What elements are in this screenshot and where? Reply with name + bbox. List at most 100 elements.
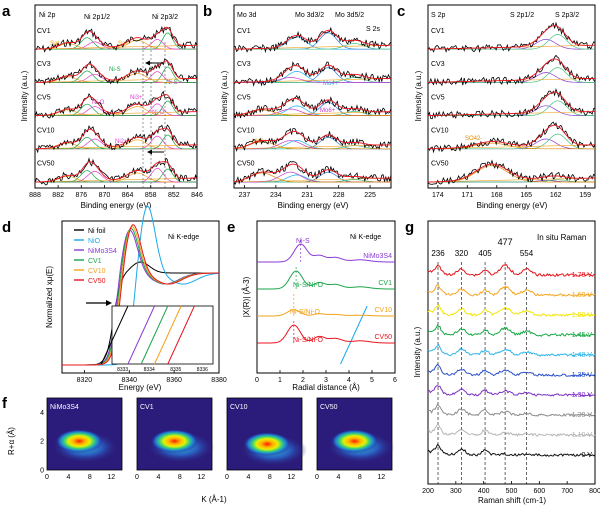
a-curves-comp-2-5 — [35, 100, 197, 116]
c-curves-comp-4-2 — [428, 165, 595, 183]
a-curves-bg-3 — [34, 144, 198, 150]
panel-a-xlabel: Binding energy (eV) — [81, 201, 152, 210]
a-ticks-tick-label-5: 858 — [145, 192, 157, 199]
panel-b-xticks: 237 234 231 228 225 — [239, 185, 376, 199]
b-curves-raw-0 — [233, 26, 392, 54]
a-curves-envelope-0 — [35, 26, 197, 50]
panel-g-curve-7 — [428, 403, 596, 417]
panel-b-mo6: Mo6+ — [320, 108, 336, 114]
panel-c-xlabel: Binding energy (eV) — [477, 201, 548, 210]
panel-letter-c: c — [397, 3, 405, 20]
panel-g-curve-2 — [427, 304, 596, 317]
panel-d-legend-label-3: CV1 — [88, 258, 102, 265]
c-curves-sample-label-0: CV1 — [431, 28, 445, 35]
panel-g-potential-label-1: 1.60 V — [572, 292, 593, 299]
panel-a-ni3: Ni3+ — [130, 95, 143, 101]
panel-d: d Ni K-edge Ni foil NiO NiMo3S4 CV1 CV10 CV50… — [2, 205, 368, 392]
c-curves-comp-1-1 — [428, 67, 595, 83]
a-curves-bg-4 — [34, 177, 198, 183]
panel-f-xtick-3-3: 12 — [377, 474, 385, 481]
a-curves-sample-label-4: CV50 — [37, 161, 55, 168]
c-ticks-tick-label-5: 159 — [579, 192, 591, 199]
panel-e-nisnio-1: Ni-S/Ni-O — [293, 282, 323, 289]
a-ticks-tick-label-4: 864 — [122, 192, 134, 199]
panel-f-hotspot-2 — [243, 432, 292, 457]
panel-f-map-label-1: CV1 — [140, 404, 154, 411]
panel-e-nis: Ni-S — [296, 238, 310, 245]
a-curves-bg-2 — [34, 111, 198, 116]
panel-e-curve-2 — [257, 309, 395, 317]
panel-e-tick-label-1: 1 — [278, 377, 282, 384]
c-curves-comp-4-1 — [428, 179, 595, 183]
panel-e: e Ni K-edge Ni-S Ni-S/Ni-O Ni-S/Ni-O Ni-… — [227, 219, 397, 392]
panel-e-curve-1 — [257, 270, 395, 290]
a-curves-envelope-2 — [35, 94, 197, 117]
b-curves-sample-label-1: CV3 — [237, 61, 251, 68]
c-curves-comp-2-0 — [428, 105, 595, 116]
panel-g-potential-label-6: 1.30 V — [572, 392, 593, 399]
panel-letter-b: b — [203, 3, 212, 20]
panel-g-tick-label-2: 400 — [478, 488, 490, 495]
panel-g-potential-label-3: 1.45 V — [572, 332, 593, 339]
a-ticks-tick-label-3: 870 — [99, 192, 111, 199]
panel-d-legend-label-5: CV50 — [88, 278, 106, 285]
panel-letter-g: g — [405, 219, 414, 236]
panel-c-sample-labels: CV1 CV3 CV5 CV10 CV50 — [431, 28, 449, 168]
b-curves-raw-4 — [233, 161, 392, 185]
panel-g-curve-1 — [427, 284, 596, 297]
panel-e-curves — [257, 240, 395, 344]
panel-a-sample-labels: CV1 CV3 CV5 CV10 CV50 — [37, 28, 55, 168]
b-ticks-tick-label-1: 234 — [270, 192, 282, 199]
b-curves-comp-3-4 — [233, 141, 391, 150]
panel-f-map-label-0: NiMo3S4 — [50, 404, 79, 411]
panel-a-ni2p12: Ni 2p1/2 — [84, 14, 110, 21]
b-curves-raw-3 — [233, 128, 392, 153]
a-ticks-tick-label-0: 888 — [29, 192, 41, 199]
panel-d-inset-tick-label-2: 8335 — [170, 367, 181, 373]
panel-a-arrow-head-2 — [147, 149, 152, 155]
a-curves-bg-1 — [34, 78, 198, 83]
panel-d-curves — [62, 205, 220, 366]
panel-g-curve-9 — [427, 443, 596, 457]
panel-c-ylabel: Intensity (a.u.) — [414, 70, 423, 121]
panel-f-xtick-1-3: 12 — [197, 474, 205, 481]
b-curves-envelope-3 — [233, 130, 391, 149]
panel-d-ylabel: Normalized xμ(E) — [45, 266, 54, 328]
a-curves-raw-2 — [34, 90, 198, 119]
panel-d-curve-5 — [62, 224, 219, 366]
panel-a-sat1: Sat. — [50, 41, 61, 47]
b-ticks-tick-label-3: 228 — [333, 192, 345, 199]
panel-a-curves — [34, 25, 198, 186]
c-curves-sample-label-1: CV3 — [431, 61, 445, 68]
panel-c-frame — [427, 4, 596, 189]
panel-f-xtick-1-2: 8 — [178, 474, 182, 481]
panel-g-peak-labels: 236 320 405 477 554 — [431, 237, 533, 258]
panel-f-xtick-2-2: 8 — [268, 474, 272, 481]
panel-e-tick-label-5: 5 — [370, 377, 374, 384]
a-curves-envelope-4 — [35, 161, 197, 183]
panel-letter-d: d — [2, 219, 11, 236]
b-curves-sample-label-3: CV10 — [237, 128, 255, 135]
panel-d-xlabel: Energy (eV) — [119, 383, 162, 392]
panel-c-title: S 2p — [431, 12, 446, 19]
panel-c-curves — [427, 21, 596, 185]
panel-g-curves — [427, 264, 596, 457]
panel-d-tick-label-0: 8320 — [77, 377, 93, 384]
c-curves-envelope-2 — [428, 91, 595, 117]
panel-g-curve-4 — [427, 343, 596, 357]
b-curves-envelope-0 — [234, 29, 391, 50]
panel-d-inset-tick-label-3: 8336 — [197, 367, 208, 373]
panel-b-title: Mo 3d — [237, 12, 257, 19]
panel-f-xlabel: K (Å-1) — [201, 495, 227, 504]
panel-b-mo32: Mo 3d3/2 — [295, 12, 324, 19]
panel-b: b Mo 3d Mo 3d3/2 Mo 3d5/2 S 2s Mo4+ Mo6+… — [203, 3, 392, 210]
c-curves-envelope-0 — [428, 25, 595, 50]
panel-d-tick-label-1: 8340 — [121, 377, 137, 384]
a-curves-comp-1-5 — [35, 66, 197, 83]
panel-g-peak-label-1: 320 — [455, 249, 469, 258]
panel-d-inset-curve-1 — [340, 305, 368, 365]
panel-f-xtick-0-1: 4 — [66, 474, 70, 481]
panel-e-xlabel: Radial distance (Å) — [292, 383, 360, 392]
panel-g-title: In situ Raman — [537, 233, 586, 242]
panel-e-tick-label-3: 3 — [324, 377, 328, 384]
